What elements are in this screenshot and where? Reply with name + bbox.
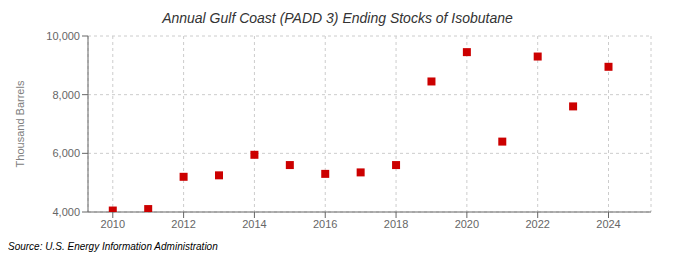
svg-text:2024: 2024 (596, 218, 620, 230)
svg-text:2014: 2014 (242, 218, 266, 230)
html-text:Source: U.S. Energy Informatio: Source: U.S. Energy Information Administ… (8, 241, 218, 252)
html-text:Annual Gulf Coast (PADD 3) End: Annual Gulf Coast (PADD 3) Ending Stocks… (162, 10, 513, 26)
svg-text:2020: 2020 (455, 218, 479, 230)
svg-text:6,000: 6,000 (52, 147, 80, 159)
svg-text:8,000: 8,000 (52, 89, 80, 101)
svg-text:2022: 2022 (525, 218, 549, 230)
svg-text:2016: 2016 (313, 218, 337, 230)
svg-text:2012: 2012 (171, 218, 195, 230)
svg-text:10,000: 10,000 (46, 30, 80, 42)
svg-text:4,000: 4,000 (52, 206, 80, 218)
svg-text:Thousand Barrels: Thousand Barrels (14, 80, 26, 167)
svg-text:2018: 2018 (384, 218, 408, 230)
svg-text:2010: 2010 (101, 218, 125, 230)
